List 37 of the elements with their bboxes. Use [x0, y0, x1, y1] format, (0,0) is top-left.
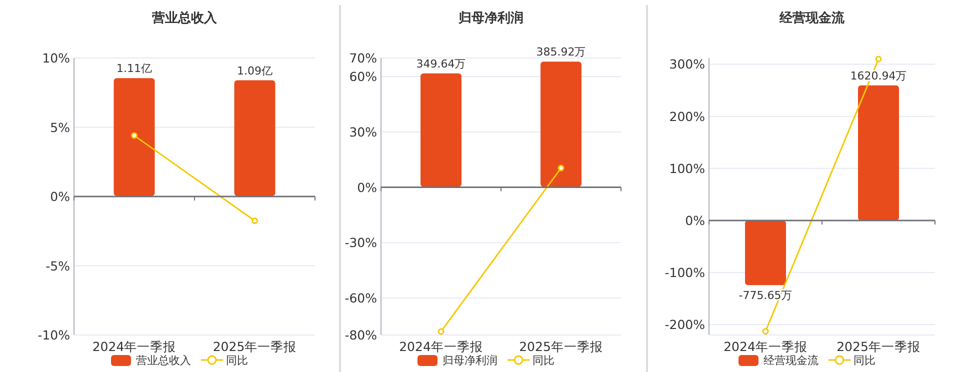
- y-tick-label: -200%: [664, 317, 706, 332]
- legend-label: 同比: [854, 354, 876, 367]
- x-tick-label: 2025年一季报: [212, 339, 297, 354]
- x-tick-label: 2024年一季报: [399, 339, 483, 354]
- y-tick-label: -10%: [38, 328, 70, 342]
- legend-label: 同比: [532, 354, 554, 367]
- data-label: 385.92万: [536, 46, 586, 59]
- x-tick-label: 2024年一季报: [724, 339, 808, 354]
- y-tick-label: 0%: [357, 180, 378, 195]
- legend-label: 经营现金流: [764, 354, 818, 367]
- y-tick-label: 70%: [349, 50, 378, 66]
- y-tick-label: -100%: [664, 265, 706, 280]
- y-tick-label: 5%: [50, 120, 70, 135]
- chart-title: 归母净利润: [458, 10, 524, 26]
- legend-label: 营业总收入: [136, 354, 191, 367]
- data-label: 349.64万: [416, 57, 466, 70]
- x-tick-label: 2025年一季报: [836, 339, 920, 354]
- y-tick-label: 300%: [669, 56, 706, 72]
- y-tick-label: 60%: [349, 68, 378, 84]
- y-tick-label: 30%: [349, 124, 378, 140]
- y-tick-label: 100%: [669, 160, 706, 176]
- y-tick-label: -30%: [344, 235, 378, 250]
- y-tick-label: -60%: [344, 290, 378, 306]
- x-tick-label: 2025年一季报: [519, 339, 603, 354]
- y-tick-label: -5%: [46, 258, 70, 274]
- y-tick-label: 200%: [669, 108, 706, 124]
- data-label: 1.11亿: [116, 62, 152, 76]
- y-tick-label: 10%: [42, 50, 70, 66]
- y-tick-label: 0%: [685, 212, 706, 228]
- x-tick-label: 2024年一季报: [92, 339, 176, 354]
- chart-title: 营业总收入: [151, 10, 218, 26]
- y-tick-label: 0%: [50, 189, 70, 204]
- chart-title: 经营现金流: [778, 10, 846, 26]
- y-tick-label: -80%: [344, 328, 378, 342]
- legend-label: 归母净利润: [442, 354, 498, 367]
- legend-label: 同比: [226, 354, 248, 367]
- data-label: 1.09亿: [237, 64, 272, 78]
